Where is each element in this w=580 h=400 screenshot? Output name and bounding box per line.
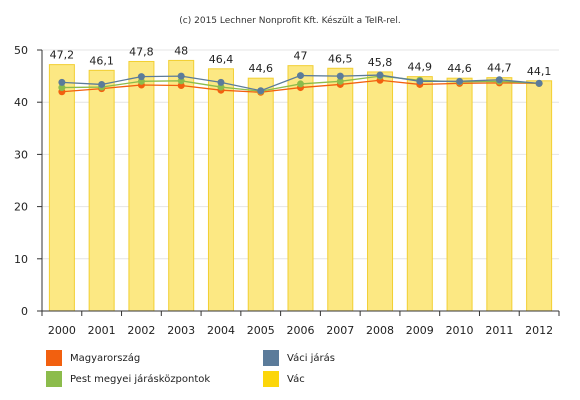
series-point <box>98 80 106 88</box>
y-tick-label: 10 <box>14 253 28 266</box>
bar-value-label: 44,1 <box>527 65 552 78</box>
series-point <box>535 79 543 87</box>
bar-value-label: 46,4 <box>209 53 234 66</box>
x-tick-label: 2004 <box>207 324 235 337</box>
x-tick-label: 2011 <box>485 324 513 337</box>
bar <box>406 76 433 312</box>
bar <box>88 69 115 312</box>
bar-value-label: 45,8 <box>368 56 393 69</box>
series-lines <box>58 71 543 96</box>
series-point <box>456 77 464 85</box>
x-tick-label: 2006 <box>287 324 315 337</box>
bar <box>486 77 513 312</box>
bar <box>207 68 234 312</box>
series-point <box>416 77 424 85</box>
bar-value-label: 44,6 <box>248 62 273 75</box>
x-tick-label: 2012 <box>525 324 553 337</box>
series-point <box>58 84 66 92</box>
series-point <box>495 76 503 84</box>
chart-title: (c) 2015 Lechner Nonprofit Kft. Készült … <box>179 15 400 26</box>
bar-value-label: 46,1 <box>89 54 114 67</box>
bar-value-label: 48 <box>174 44 188 57</box>
bar-value-label: 47,8 <box>129 45 154 58</box>
bar <box>367 71 394 312</box>
x-tick-label: 2002 <box>127 324 155 337</box>
bar <box>526 80 553 312</box>
x-tick-label: 2008 <box>366 324 394 337</box>
bar <box>287 65 314 312</box>
bar-value-labels: 47,2 46,1 47,8 48 46,4 44,6 47 46,5 45,8 44,9 44,6… <box>50 44 552 77</box>
x-tick-label: 2000 <box>48 324 76 337</box>
series-point <box>257 87 265 95</box>
bar <box>168 59 195 312</box>
series-point <box>177 72 185 80</box>
bar-value-label: 44,9 <box>408 61 433 74</box>
y-tick-label: 20 <box>14 201 28 214</box>
y-tick-label: 0 <box>21 305 28 318</box>
bar-value-label: 46,5 <box>328 52 353 65</box>
series-point <box>336 77 344 85</box>
bar <box>446 77 473 312</box>
bar-value-label: 47,2 <box>50 49 75 62</box>
series-point <box>58 78 66 86</box>
x-tick-label: 2007 <box>326 324 354 337</box>
bar-value-label: 47 <box>294 50 308 63</box>
y-tick-label: 50 <box>14 44 28 57</box>
series-point <box>137 73 145 81</box>
series-point <box>336 72 344 80</box>
y-tick-label: 40 <box>14 96 28 109</box>
x-tick-label: 2010 <box>446 324 474 337</box>
bar-value-label: 44,6 <box>447 62 472 75</box>
series-point <box>297 72 304 80</box>
x-tick-label: 2003 <box>167 324 195 337</box>
axes: 0 10 20 30 40 50 2000 2001 2002 2003 2004 2005 2006 2… <box>14 44 560 337</box>
bar <box>247 77 274 312</box>
bar <box>128 60 155 312</box>
series-point <box>376 71 384 79</box>
series-point <box>217 78 225 86</box>
y-tick-label: 30 <box>14 148 28 161</box>
x-tick-label: 2001 <box>88 324 116 337</box>
bars <box>48 59 553 312</box>
bar-value-label: 44,7 <box>487 62 512 75</box>
bar <box>48 64 75 312</box>
series-point <box>297 80 304 88</box>
x-tick-label: 2009 <box>406 324 434 337</box>
bar <box>327 67 354 312</box>
x-tick-label: 2005 <box>247 324 275 337</box>
